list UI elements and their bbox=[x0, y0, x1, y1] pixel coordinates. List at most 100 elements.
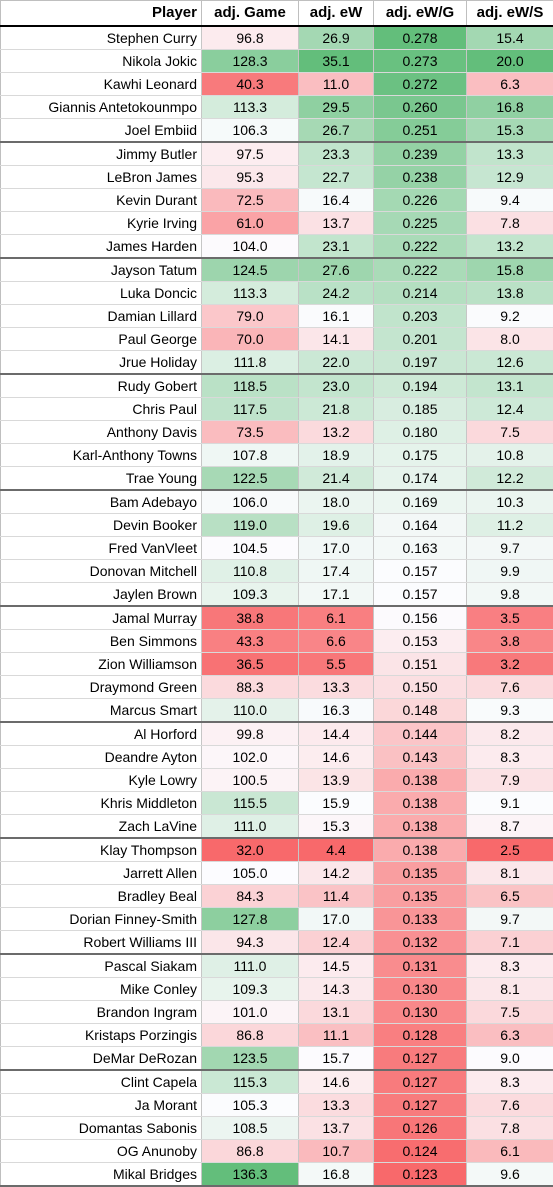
adj-game-cell[interactable]: 128.3 bbox=[202, 50, 299, 73]
adj-game-cell[interactable]: 115.3 bbox=[202, 1070, 299, 1094]
header-adj-ew-s[interactable]: adj. eW/S bbox=[467, 1, 553, 27]
player-cell[interactable]: Zach LaVine bbox=[1, 815, 202, 839]
adj-game-cell[interactable]: 104.5 bbox=[202, 537, 299, 560]
adj-ew-g-cell[interactable]: 0.203 bbox=[374, 305, 467, 328]
adj-game-cell[interactable]: 36.5 bbox=[202, 653, 299, 676]
adj-ew-cell[interactable]: 26.9 bbox=[299, 26, 374, 50]
adj-ew-g-cell[interactable]: 0.150 bbox=[374, 676, 467, 699]
adj-game-cell[interactable]: 40.3 bbox=[202, 73, 299, 96]
player-cell[interactable]: Clint Capela bbox=[1, 1070, 202, 1094]
adj-ew-g-cell[interactable]: 0.138 bbox=[374, 838, 467, 862]
player-cell[interactable]: Marcus Smart bbox=[1, 699, 202, 723]
adj-ew-g-cell[interactable]: 0.130 bbox=[374, 1001, 467, 1024]
player-cell[interactable]: Deandre Ayton bbox=[1, 746, 202, 769]
header-adj-ew-g[interactable]: adj. eW/G bbox=[374, 1, 467, 27]
adj-ew-s-cell[interactable]: 9.6 bbox=[467, 1163, 553, 1187]
player-cell[interactable]: Jaylen Brown bbox=[1, 583, 202, 607]
adj-ew-cell[interactable]: 35.1 bbox=[299, 50, 374, 73]
adj-ew-g-cell[interactable]: 0.222 bbox=[374, 258, 467, 282]
adj-game-cell[interactable]: 111.0 bbox=[202, 815, 299, 839]
adj-ew-cell[interactable]: 22.0 bbox=[299, 351, 374, 375]
adj-ew-g-cell[interactable]: 0.148 bbox=[374, 699, 467, 723]
adj-ew-g-cell[interactable]: 0.151 bbox=[374, 653, 467, 676]
adj-ew-g-cell[interactable]: 0.185 bbox=[374, 398, 467, 421]
adj-ew-s-cell[interactable]: 7.6 bbox=[467, 1094, 553, 1117]
adj-ew-cell[interactable]: 4.4 bbox=[299, 838, 374, 862]
adj-game-cell[interactable]: 102.0 bbox=[202, 746, 299, 769]
player-cell[interactable]: Chris Paul bbox=[1, 398, 202, 421]
adj-ew-cell[interactable]: 13.3 bbox=[299, 676, 374, 699]
adj-game-cell[interactable]: 113.3 bbox=[202, 96, 299, 119]
adj-ew-cell[interactable]: 19.6 bbox=[299, 514, 374, 537]
adj-ew-s-cell[interactable]: 20.0 bbox=[467, 50, 553, 73]
adj-ew-s-cell[interactable]: 2.5 bbox=[467, 838, 553, 862]
player-cell[interactable]: Robert Williams III bbox=[1, 931, 202, 955]
adj-ew-g-cell[interactable]: 0.251 bbox=[374, 119, 467, 143]
player-cell[interactable]: Anthony Davis bbox=[1, 421, 202, 444]
player-cell[interactable]: Kawhi Leonard bbox=[1, 73, 202, 96]
adj-ew-s-cell[interactable]: 8.3 bbox=[467, 746, 553, 769]
adj-game-cell[interactable]: 107.8 bbox=[202, 444, 299, 467]
player-cell[interactable]: Ben Simmons bbox=[1, 630, 202, 653]
adj-game-cell[interactable]: 117.5 bbox=[202, 398, 299, 421]
adj-ew-cell[interactable]: 16.1 bbox=[299, 305, 374, 328]
adj-ew-s-cell[interactable]: 8.0 bbox=[467, 328, 553, 351]
adj-game-cell[interactable]: 136.3 bbox=[202, 1163, 299, 1187]
adj-ew-cell[interactable]: 17.0 bbox=[299, 908, 374, 931]
adj-ew-cell[interactable]: 15.7 bbox=[299, 1047, 374, 1071]
player-cell[interactable]: Jimmy Butler bbox=[1, 142, 202, 166]
adj-game-cell[interactable]: 96.8 bbox=[202, 26, 299, 50]
header-player[interactable]: Player bbox=[1, 1, 202, 27]
adj-game-cell[interactable]: 38.8 bbox=[202, 606, 299, 630]
adj-ew-s-cell[interactable]: 13.1 bbox=[467, 374, 553, 398]
adj-ew-cell[interactable]: 14.1 bbox=[299, 328, 374, 351]
adj-ew-g-cell[interactable]: 0.132 bbox=[374, 931, 467, 955]
adj-ew-s-cell[interactable]: 7.1 bbox=[467, 931, 553, 955]
adj-game-cell[interactable]: 32.0 bbox=[202, 838, 299, 862]
adj-ew-s-cell[interactable]: 9.9 bbox=[467, 560, 553, 583]
adj-game-cell[interactable]: 97.5 bbox=[202, 142, 299, 166]
adj-ew-g-cell[interactable]: 0.138 bbox=[374, 792, 467, 815]
adj-ew-s-cell[interactable]: 16.8 bbox=[467, 96, 553, 119]
adj-ew-s-cell[interactable]: 7.6 bbox=[467, 676, 553, 699]
adj-ew-cell[interactable]: 26.7 bbox=[299, 119, 374, 143]
adj-ew-cell[interactable]: 13.7 bbox=[299, 212, 374, 235]
player-cell[interactable]: Kevin Durant bbox=[1, 189, 202, 212]
adj-ew-cell[interactable]: 14.6 bbox=[299, 746, 374, 769]
adj-ew-cell[interactable]: 14.3 bbox=[299, 978, 374, 1001]
player-cell[interactable]: Mike Conley bbox=[1, 978, 202, 1001]
adj-ew-g-cell[interactable]: 0.239 bbox=[374, 142, 467, 166]
adj-ew-g-cell[interactable]: 0.201 bbox=[374, 328, 467, 351]
adj-ew-s-cell[interactable]: 10.8 bbox=[467, 444, 553, 467]
player-cell[interactable]: Nikola Jokic bbox=[1, 50, 202, 73]
player-cell[interactable]: Bradley Beal bbox=[1, 885, 202, 908]
adj-ew-g-cell[interactable]: 0.238 bbox=[374, 166, 467, 189]
adj-ew-s-cell[interactable]: 9.7 bbox=[467, 908, 553, 931]
adj-ew-g-cell[interactable]: 0.135 bbox=[374, 862, 467, 885]
adj-ew-s-cell[interactable]: 12.6 bbox=[467, 351, 553, 375]
adj-ew-cell[interactable]: 10.7 bbox=[299, 1140, 374, 1163]
player-cell[interactable]: Rudy Gobert bbox=[1, 374, 202, 398]
player-cell[interactable]: LeBron James bbox=[1, 166, 202, 189]
adj-game-cell[interactable]: 86.8 bbox=[202, 1140, 299, 1163]
adj-ew-g-cell[interactable]: 0.127 bbox=[374, 1070, 467, 1094]
adj-game-cell[interactable]: 43.3 bbox=[202, 630, 299, 653]
adj-game-cell[interactable]: 110.0 bbox=[202, 699, 299, 723]
adj-ew-cell[interactable]: 16.3 bbox=[299, 699, 374, 723]
adj-ew-s-cell[interactable]: 3.8 bbox=[467, 630, 553, 653]
adj-game-cell[interactable]: 111.8 bbox=[202, 351, 299, 375]
adj-ew-g-cell[interactable]: 0.131 bbox=[374, 954, 467, 978]
adj-game-cell[interactable]: 106.0 bbox=[202, 490, 299, 514]
adj-ew-cell[interactable]: 13.1 bbox=[299, 1001, 374, 1024]
adj-ew-s-cell[interactable]: 7.8 bbox=[467, 212, 553, 235]
adj-ew-cell[interactable]: 15.9 bbox=[299, 792, 374, 815]
adj-ew-cell[interactable]: 17.1 bbox=[299, 583, 374, 607]
adj-game-cell[interactable]: 110.8 bbox=[202, 560, 299, 583]
adj-game-cell[interactable]: 88.3 bbox=[202, 676, 299, 699]
adj-game-cell[interactable]: 111.0 bbox=[202, 954, 299, 978]
adj-ew-cell[interactable]: 23.1 bbox=[299, 235, 374, 259]
player-cell[interactable]: Luka Doncic bbox=[1, 282, 202, 305]
adj-ew-s-cell[interactable]: 8.7 bbox=[467, 815, 553, 839]
adj-ew-g-cell[interactable]: 0.163 bbox=[374, 537, 467, 560]
adj-game-cell[interactable]: 122.5 bbox=[202, 467, 299, 491]
